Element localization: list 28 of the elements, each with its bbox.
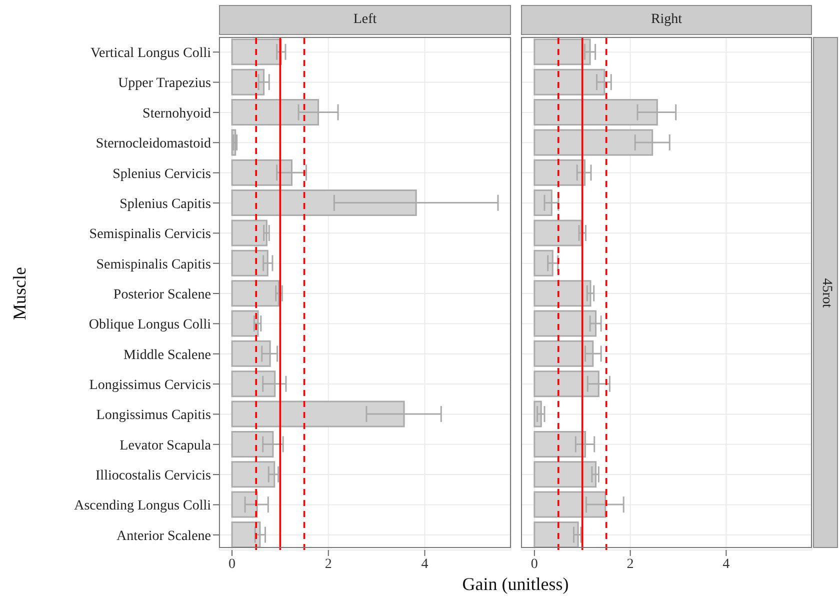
y-axis-title: Muscle	[10, 266, 30, 322]
y-tick-label: Sternohyoid	[142, 106, 211, 122]
y-tick-label: Levator Scapula	[120, 438, 212, 454]
chart-title: Left	[219, 5, 511, 35]
x-axis-title: Gain (unitless)	[461, 574, 570, 595]
y-tick-label: Longissimus Cervicis	[89, 378, 211, 393]
y-tick-label: Oblique Longus Colli	[88, 318, 212, 333]
y-tick-label: Upper Trapezius	[118, 76, 211, 92]
y-tick-label: Anterior Scalene	[116, 528, 211, 544]
x-tick-label: 2	[626, 556, 634, 572]
x-tick-label: 4	[421, 556, 428, 572]
y-tick-label: Posterior Scalene	[113, 287, 211, 302]
x-tick-label: 4	[722, 556, 730, 572]
y-tick-label: Vertical Longus Colli	[90, 46, 212, 62]
y-tick-label: Sternocleidomastoid	[96, 136, 211, 152]
text: 45rot	[818, 278, 834, 308]
x-tick-label: 2	[324, 556, 332, 572]
y-tick-label: Longissimus Capitis	[96, 408, 211, 424]
y-tick-label: Middle Scalene	[124, 348, 211, 363]
chart-title: Right	[521, 5, 812, 35]
y-tick-label: Semispinalis Cervicis	[89, 227, 211, 242]
x-tick-label: 0	[228, 556, 236, 572]
y-tick-label: Splenius Capitis	[120, 196, 211, 212]
y-tick-label: Splenius Cervicis	[112, 166, 211, 182]
y-tick-label: Illiocostalis Cervicis	[96, 468, 211, 484]
y-tick-label: Semispinalis Capitis	[96, 257, 211, 272]
y-tick-label: Ascending Longus Colli	[74, 498, 212, 514]
x-tick-label: 0	[530, 556, 538, 572]
